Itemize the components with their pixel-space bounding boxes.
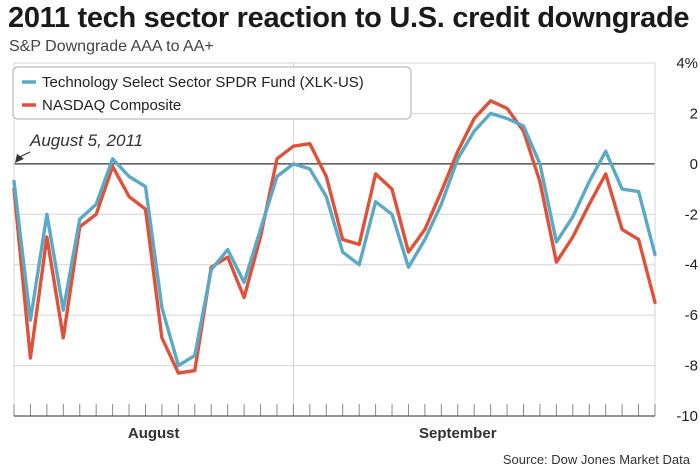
annotation-layer: August 5, 2011 <box>15 131 143 163</box>
annotation-label: August 5, 2011 <box>29 131 143 150</box>
series-line-xlk <box>12 111 657 368</box>
y-tick-label: -10 <box>676 408 698 425</box>
annotation-arrow-icon <box>15 153 24 163</box>
chart-title: 2011 tech sector reaction to U.S. credit… <box>8 2 690 34</box>
month-label: August <box>128 425 180 442</box>
y-tick-label: -6 <box>685 307 698 324</box>
axis-layer: 4% 2 0 -2 -4 -6 -8 -10 August September <box>13 55 698 442</box>
legend-label-xlk: Technology Select Sector SPDR Fund (XLK-… <box>42 74 364 91</box>
y-tick-label: 2 <box>690 105 698 122</box>
y-tick-label: -2 <box>685 206 698 223</box>
month-label: September <box>419 425 497 442</box>
y-tick-label: -4 <box>685 257 698 274</box>
legend-label-nasdaq: NASDAQ Composite <box>42 97 181 114</box>
y-tick-label: 4% <box>676 55 698 72</box>
chart-subtitle: S&P Downgrade AAA to AA+ <box>9 38 214 55</box>
legend-box <box>12 66 412 120</box>
series-line-nasdaq <box>12 99 657 375</box>
y-tick-label: -8 <box>685 358 698 375</box>
source-note: Source: Dow Jones Market Data <box>502 452 690 467</box>
legend: Technology Select Sector SPDR Fund (XLK-… <box>12 66 412 120</box>
annotation-leader <box>19 151 31 158</box>
series-layer <box>12 99 657 375</box>
y-tick-label: 0 <box>690 156 698 173</box>
